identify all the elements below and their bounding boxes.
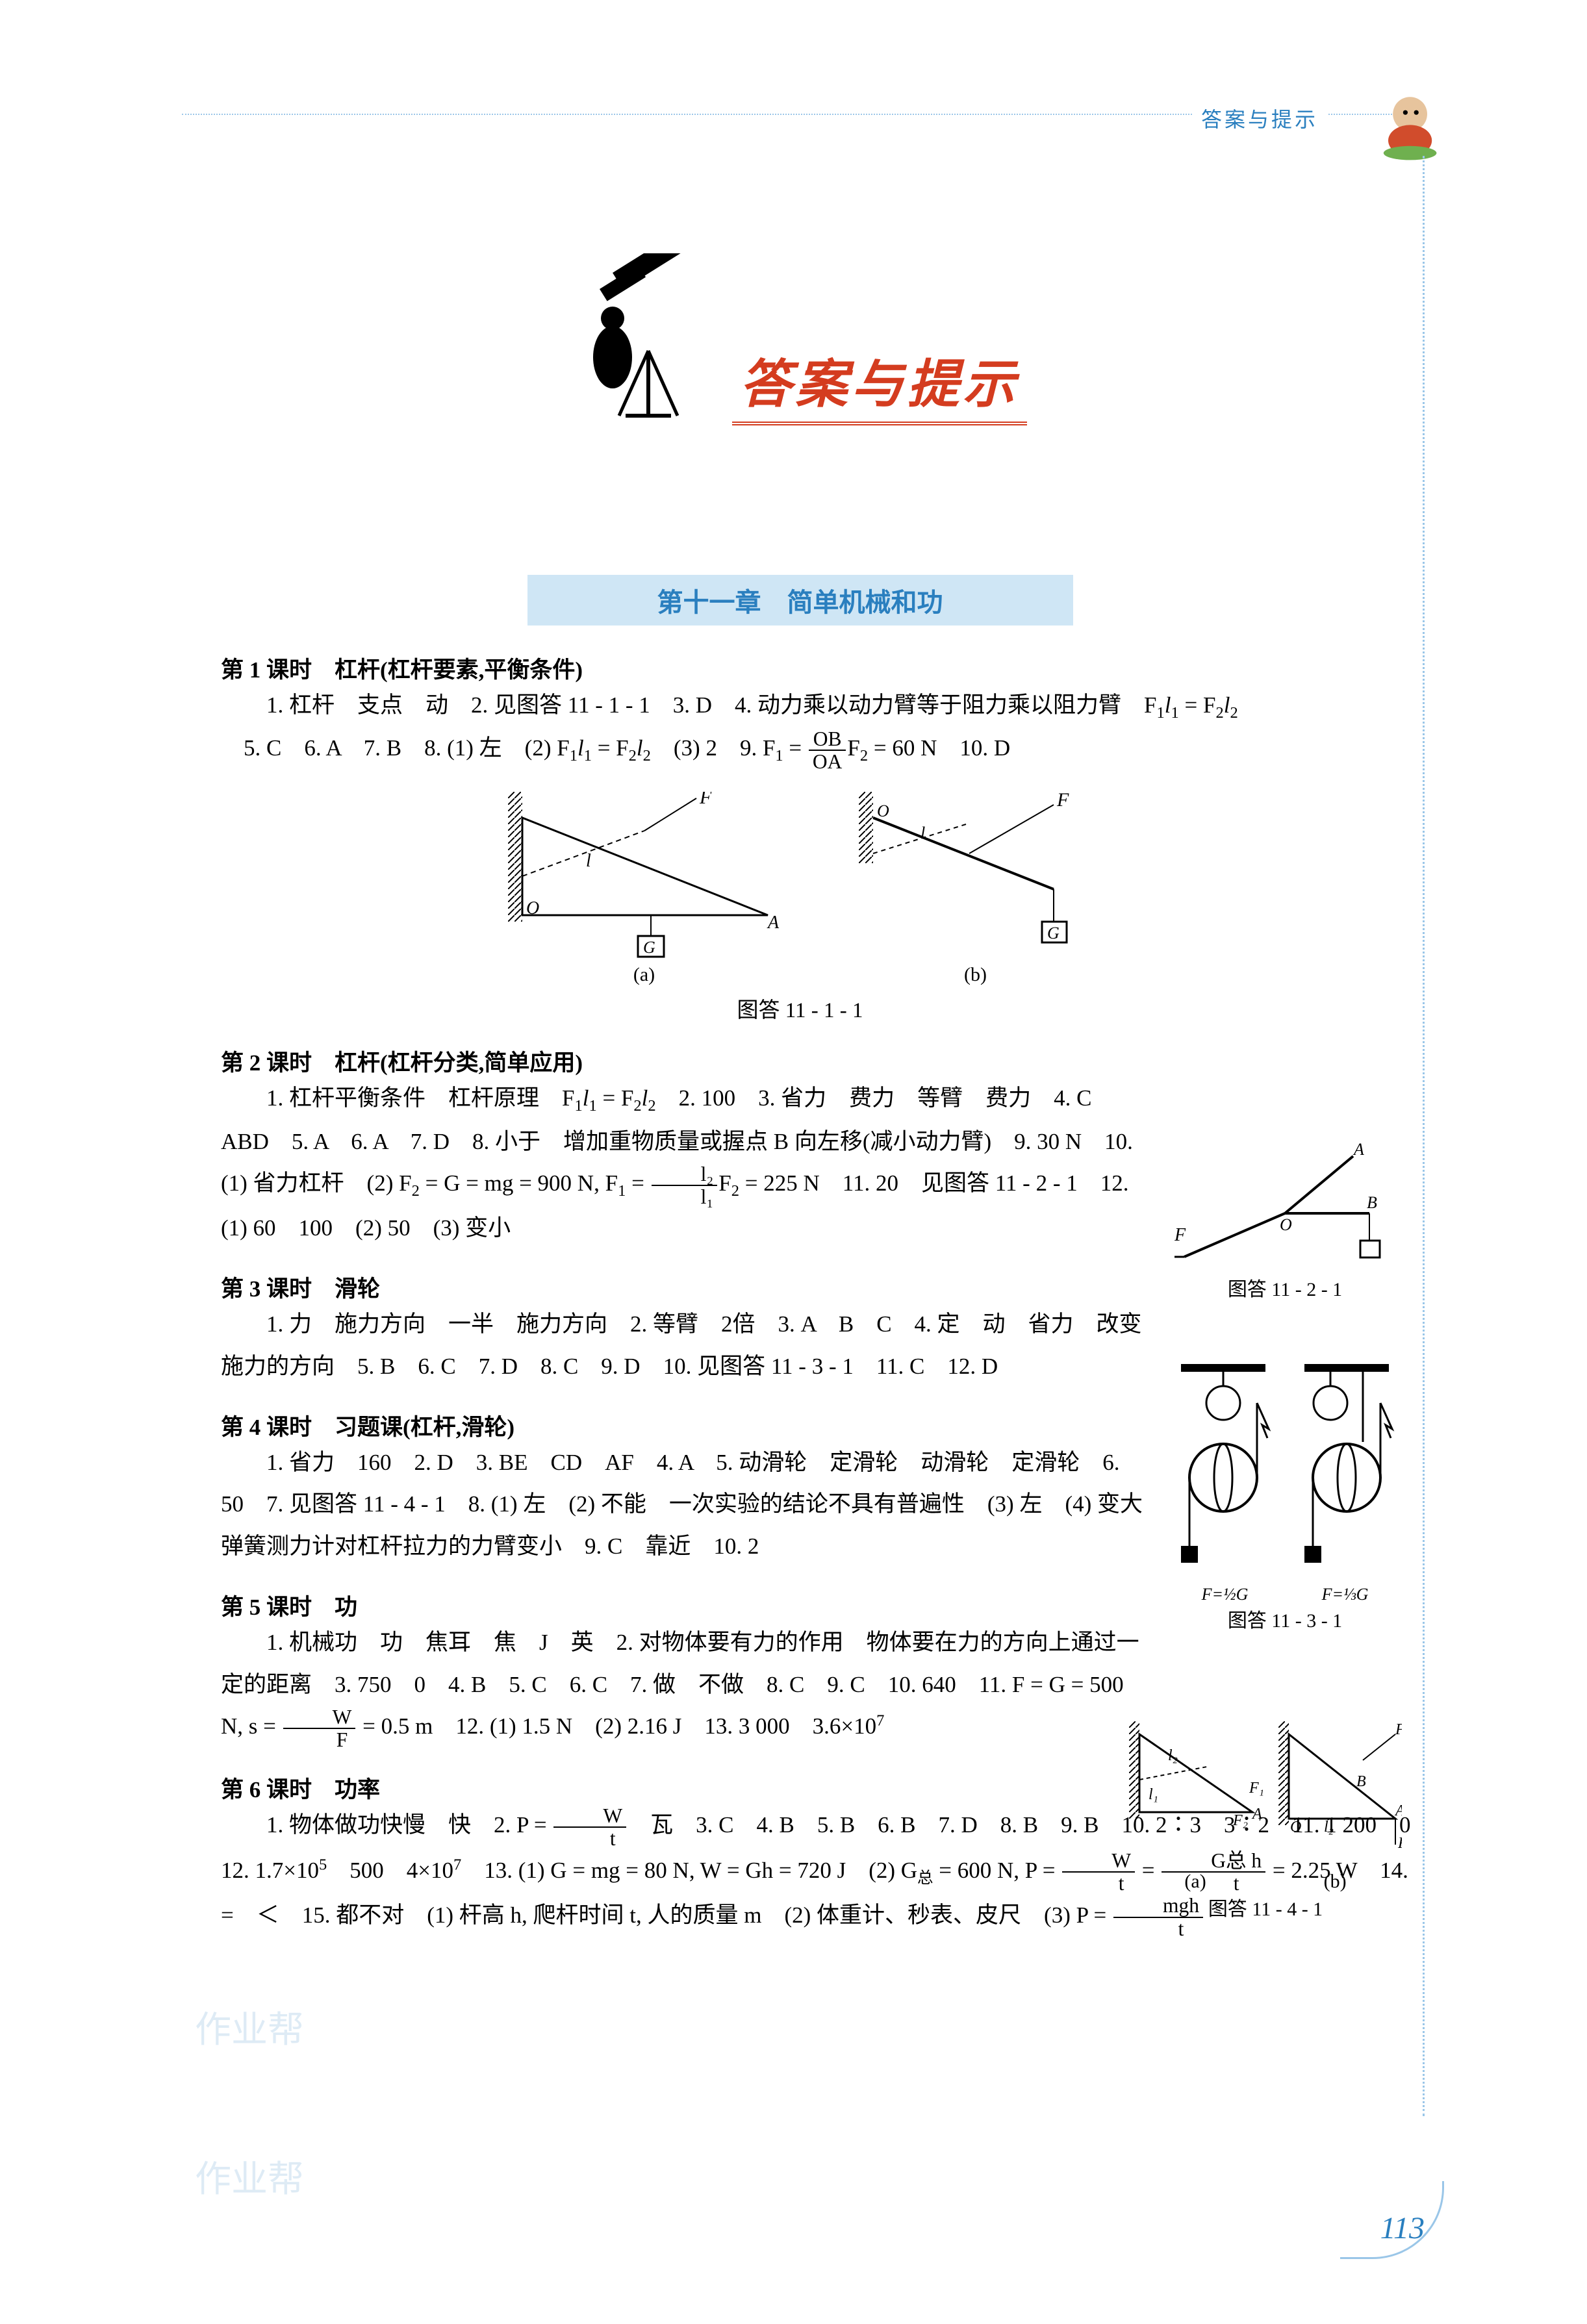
text: l <box>583 1085 589 1111</box>
lesson-2-body: 1. 杠杆平衡条件 杠杆原理 F1l1 = F2l2 2. 100 3. 省力 … <box>221 1078 1145 1250</box>
svg-text:B: B <box>1367 1193 1377 1212</box>
fraction: Wt <box>553 1805 626 1849</box>
text: = F <box>592 735 629 761</box>
figure-11-4-1: l₁ F₂ l₂ F₁ A F₁ F₂ O l₂ B A (a) (b) <box>1126 1721 1405 1921</box>
svg-text:F: F <box>699 792 712 808</box>
svg-text:l₁: l₁ <box>1149 1786 1158 1803</box>
text: (3) 2 9. F <box>651 735 776 761</box>
lesson-4-body: 1. 省力 160 2. D 3. BE CD AF 4. A 5. 动滑轮 定… <box>221 1442 1145 1568</box>
page-title: 答案与提示 <box>732 342 1027 425</box>
figure-11-3-1: F=½G F=⅓G 图答 11 - 3 - 1 <box>1165 1364 1405 1633</box>
text: l <box>578 735 584 761</box>
mascot-icon <box>1373 84 1451 162</box>
figure-11-1-1: F O A l G (a) F O l G <box>182 792 1418 986</box>
svg-text:l: l <box>920 824 925 842</box>
text: = 600 N, P = <box>933 1858 1061 1883</box>
text: = <box>626 1170 650 1196</box>
text: l <box>642 1085 648 1111</box>
lesson-1-head: 第 1 课时 杠杆(杠杆要素,平衡条件) <box>221 651 1418 685</box>
fig-11-4-1-caption: 图答 11 - 4 - 1 <box>1126 1893 1405 1921</box>
text: 13. (1) G = mg = 80 N, W = Gh = 720 J (2… <box>461 1858 917 1883</box>
svg-text:A: A <box>1394 1802 1402 1819</box>
figure-11-2-1: F A O B 图答 11 - 2 - 1 <box>1165 1143 1405 1302</box>
page: 答案与提示 答案与提示 第十一章 简单机械和功 第 1 课时 杠杆(杠杆要素,平… <box>0 0 1587 2324</box>
text: = F <box>597 1085 634 1111</box>
sup: 5 <box>319 1856 327 1873</box>
lesson-1-body: 1. 杠杆 支点 动 2. 见图答 11 - 1 - 1 3. D 4. 动力乘… <box>221 685 1418 772</box>
svg-text:l₂: l₂ <box>1324 1819 1334 1836</box>
lesson-3-body: 1. 力 施力方向 一半 施力方向 2. 等臂 2倍 3. A B C 4. 定… <box>221 1304 1145 1388</box>
title-block: 答案与提示 <box>182 253 1418 425</box>
text: 1. 杠杆平衡条件 杠杆原理 F <box>266 1085 574 1111</box>
fraction: WF <box>283 1706 356 1750</box>
breadcrumb: 答案与提示 <box>1192 103 1327 133</box>
sup: 7 <box>453 1856 461 1873</box>
fig-left-label: F=½G <box>1202 1585 1249 1604</box>
svg-text:A: A <box>1251 1806 1262 1823</box>
svg-text:O: O <box>877 802 889 820</box>
text: 5. C 6. A 7. B 8. (1) 左 (2) F <box>221 735 570 761</box>
fig-sub-b: (b) <box>859 964 1093 986</box>
text: l <box>1165 692 1171 718</box>
figure-11-1-1-a: F O A l G (a) <box>508 792 781 986</box>
figure-11-1-1-b: F O l G (b) <box>859 792 1093 986</box>
text: 500 4×10 <box>327 1858 453 1883</box>
svg-text:F₁: F₁ <box>1395 1721 1402 1738</box>
watermark: 作业帮 <box>195 2001 304 2053</box>
fig-11-2-1-caption: 图答 11 - 2 - 1 <box>1165 1273 1405 1302</box>
fig-right-label: F=⅓G <box>1322 1585 1369 1604</box>
lesson-2-head: 第 2 课时 杠杆(杠杆分类,简单应用) <box>221 1044 1418 1078</box>
lesson-5-body: 1. 机械功 功 焦耳 焦 J 英 2. 对物体要有力的作用 物体要在力的方向上… <box>221 1622 1145 1751</box>
svg-text:F: F <box>1174 1225 1186 1245</box>
fig-11-3-1-caption: 图答 11 - 3 - 1 <box>1165 1604 1405 1633</box>
fig-sub-a: (a) <box>508 964 781 986</box>
svg-text:l: l <box>586 851 591 871</box>
svg-text:F₁: F₁ <box>1249 1780 1264 1797</box>
page-number: 113 <box>1380 2210 1425 2246</box>
text: = G = mg = 900 N, F <box>420 1170 618 1196</box>
svg-text:O: O <box>1290 1819 1301 1836</box>
text: = 60 N 10. D <box>868 735 1010 761</box>
sub: 总 <box>917 1869 933 1887</box>
svg-text:G: G <box>1047 924 1060 942</box>
svg-text:B: B <box>1356 1773 1366 1790</box>
header-rule: 答案与提示 <box>182 114 1418 115</box>
svg-text:F: F <box>1056 792 1069 811</box>
text: F <box>718 1170 731 1196</box>
right-dotted-rule <box>1423 156 1425 2116</box>
text: l <box>637 735 643 761</box>
figure-11-1-1-caption: 图答 11 - 1 - 1 <box>182 992 1418 1024</box>
watermark: 作业帮 <box>195 2150 304 2203</box>
svg-text:A: A <box>1352 1143 1364 1159</box>
svg-text:l₂: l₂ <box>1168 1747 1178 1764</box>
text: = 0.5 m 12. (1) 1.5 N (2) 2.16 J 13. 3 0… <box>357 1713 876 1739</box>
svg-text:A: A <box>767 913 780 933</box>
svg-text:O: O <box>526 898 539 918</box>
text: l <box>1224 692 1230 718</box>
svg-text:G: G <box>643 938 655 957</box>
fraction: l₂l₁ <box>652 1163 718 1207</box>
text: = <box>783 735 807 761</box>
svg-text:F₂: F₂ <box>1397 1835 1402 1852</box>
telescope-icon <box>574 253 717 425</box>
svg-text:O: O <box>1280 1215 1292 1234</box>
chapter-heading: 第十一章 简单机械和功 <box>527 575 1073 625</box>
fraction: Wt <box>1062 1850 1135 1894</box>
text: F <box>847 735 859 761</box>
text: 1. 物体做功快慢 快 2. P = <box>266 1812 552 1838</box>
text: 1. 杠杆 支点 动 2. 见图答 11 - 1 - 1 3. D 4. 动力乘… <box>266 692 1157 718</box>
fig-sub-a: (a) <box>1184 1871 1206 1893</box>
text: = F <box>1179 692 1216 718</box>
svg-text:F₂: F₂ <box>1232 1812 1248 1829</box>
sup: 7 <box>876 1712 884 1730</box>
fig-sub-b: (b) <box>1324 1871 1347 1893</box>
fraction: OBOA <box>809 728 846 772</box>
